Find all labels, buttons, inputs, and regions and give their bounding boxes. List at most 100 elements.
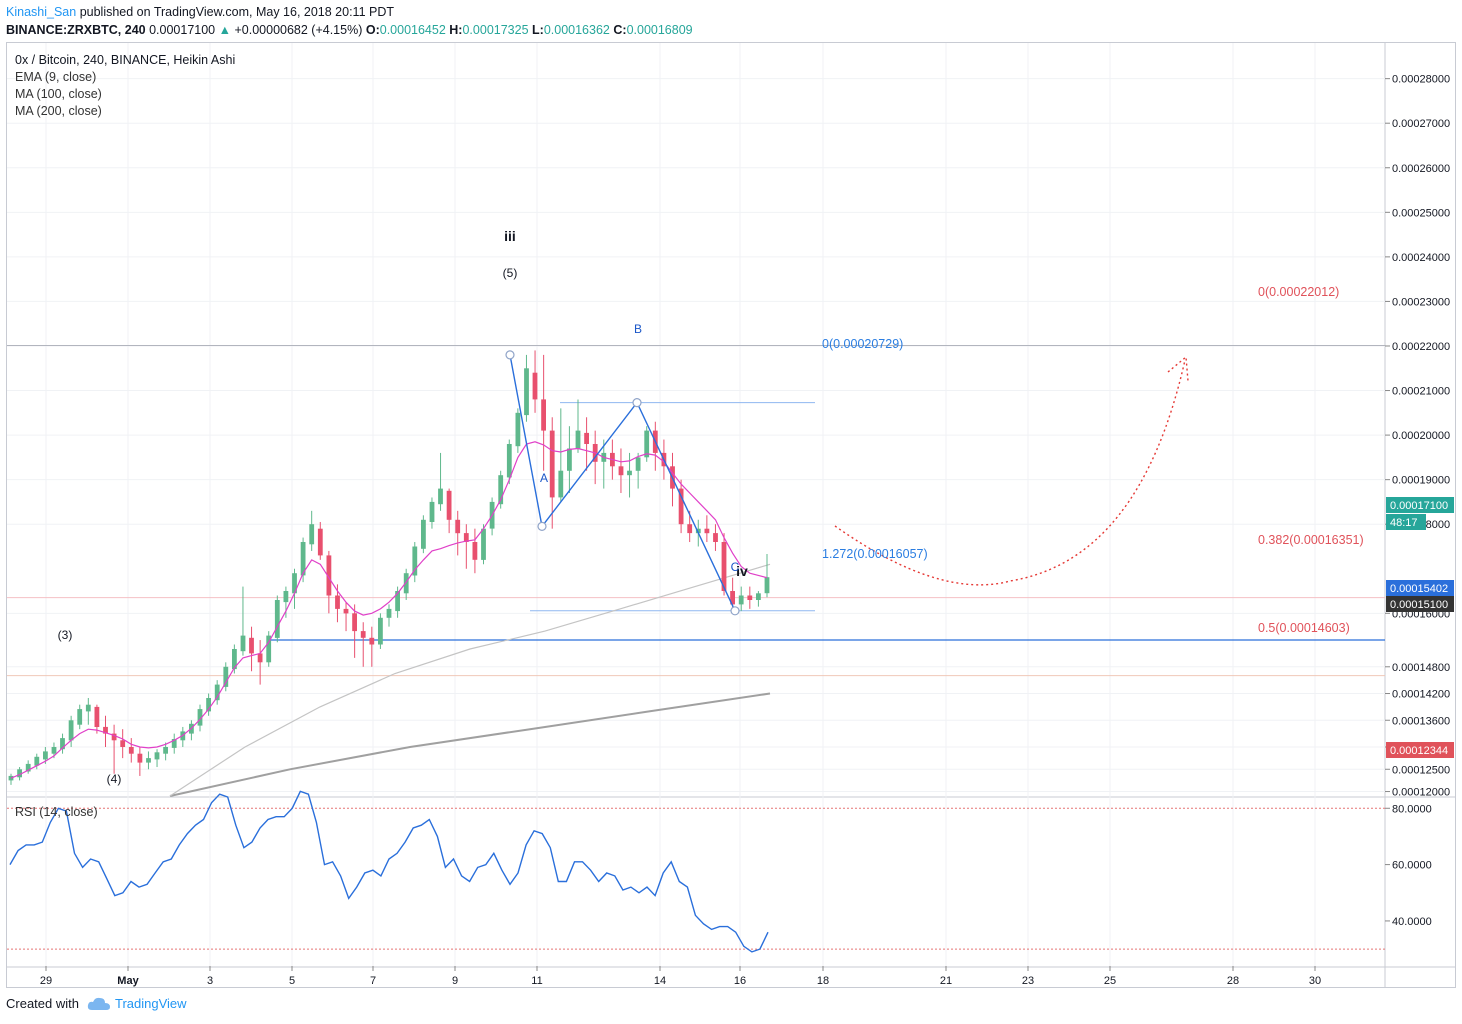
fib-level-label: 0(0.00022012) bbox=[1258, 285, 1339, 299]
candle-up bbox=[695, 528, 701, 534]
rsi-line bbox=[9, 790, 769, 953]
projection-path bbox=[834, 359, 1186, 586]
candle-up bbox=[266, 635, 272, 663]
candle-down bbox=[317, 528, 323, 556]
candle-down bbox=[257, 653, 263, 663]
candle-up bbox=[85, 704, 91, 712]
ma200-legend[interactable]: MA (200, close) bbox=[15, 104, 102, 118]
symbol-info-bar: BINANCE:ZRXBTC, 240 0.00017100 ▲ +0.0000… bbox=[6, 21, 693, 39]
ma100-legend[interactable]: MA (100, close) bbox=[15, 87, 102, 101]
candle-down bbox=[687, 524, 693, 534]
open-label: O: bbox=[365, 23, 380, 37]
candle-down bbox=[730, 591, 735, 605]
y-tick-label: 0.00012500 bbox=[1392, 764, 1450, 776]
tradingview-link[interactable]: TradingView bbox=[87, 996, 187, 1011]
candle-up bbox=[764, 577, 770, 594]
candle-up bbox=[438, 488, 443, 505]
ma100-line bbox=[169, 563, 771, 797]
wave-label: iii bbox=[504, 228, 516, 244]
candle-down bbox=[446, 490, 452, 520]
candle-down bbox=[721, 542, 727, 591]
x-tick-label: 3 bbox=[207, 975, 213, 987]
x-tick-label: 9 bbox=[452, 975, 458, 987]
pattern-point bbox=[505, 350, 515, 360]
candle-down bbox=[103, 726, 108, 734]
y-tick-label: 0.00014800 bbox=[1392, 662, 1450, 674]
x-tick-label: 14 bbox=[654, 975, 666, 987]
ema-legend[interactable]: EMA (9, close) bbox=[15, 70, 97, 84]
price-tag-label: 0.00015100 bbox=[1390, 599, 1448, 611]
candle-down bbox=[120, 740, 126, 747]
pattern-point bbox=[632, 398, 642, 408]
tradingview-label: TradingView bbox=[114, 996, 187, 1011]
pattern-point bbox=[537, 521, 547, 532]
candle-up bbox=[378, 617, 383, 645]
candle-up bbox=[738, 595, 744, 605]
wave-label: (5) bbox=[503, 266, 518, 280]
candle-down bbox=[463, 533, 469, 542]
x-tick-label: 5 bbox=[289, 975, 295, 987]
candle-up bbox=[524, 368, 529, 416]
high-value: 0.00017325 bbox=[462, 23, 529, 37]
abc-fib-label: 1.272(0.00016057) bbox=[822, 547, 928, 561]
x-tick-label: May bbox=[117, 975, 139, 987]
author-link[interactable]: Kinashi_San bbox=[6, 5, 77, 19]
candle-down bbox=[704, 528, 710, 534]
candle-up bbox=[34, 756, 40, 766]
candle-down bbox=[584, 432, 589, 444]
x-tick-label: 7 bbox=[370, 975, 376, 987]
abc-label: C bbox=[731, 560, 740, 574]
price-tag-label: 0.00012344 bbox=[1390, 745, 1448, 757]
symbol-label: BINANCE:ZRXBTC, 240 bbox=[6, 23, 146, 37]
candle-up bbox=[60, 738, 65, 750]
pattern-point bbox=[730, 606, 740, 616]
candle-down bbox=[678, 488, 684, 525]
x-tick-label: 30 bbox=[1309, 975, 1321, 987]
candle-down bbox=[472, 542, 478, 560]
candle-down bbox=[541, 399, 546, 431]
x-tick-label: 23 bbox=[1022, 975, 1034, 987]
candle-up bbox=[412, 546, 418, 576]
candle-down bbox=[137, 753, 143, 763]
candle-up bbox=[575, 430, 581, 449]
candle-up bbox=[567, 448, 572, 471]
candle-up bbox=[171, 739, 177, 748]
y-tick-label: 0.00020000 bbox=[1392, 430, 1450, 442]
fib-level-label: 0.5(0.00014603) bbox=[1258, 621, 1350, 635]
y-tick-label: 0.00027000 bbox=[1392, 118, 1450, 130]
cloud-icon bbox=[87, 997, 110, 1010]
rsi-tick-label: 80.0000 bbox=[1392, 803, 1432, 815]
candle-up bbox=[214, 684, 220, 701]
wave-label: iv bbox=[736, 563, 748, 579]
rsi-legend[interactable]: RSI (14, close) bbox=[15, 805, 98, 819]
candle-up bbox=[386, 608, 392, 618]
price-tag-label: 0.00015402 bbox=[1390, 583, 1448, 595]
rsi-tick-label: 40.0000 bbox=[1392, 916, 1432, 928]
candle-up bbox=[283, 591, 289, 603]
candle-down bbox=[532, 372, 538, 400]
publish-header: Kinashi_San published on TradingView.com… bbox=[6, 3, 394, 21]
candle-up bbox=[51, 747, 57, 754]
candle-up bbox=[292, 573, 297, 594]
fib-level-label: 0.382(0.00016351) bbox=[1258, 533, 1364, 547]
candle-up bbox=[25, 763, 31, 772]
candle-down bbox=[618, 466, 624, 476]
abc-label: A bbox=[540, 471, 548, 485]
y-tick-label: 0.00019000 bbox=[1392, 475, 1450, 487]
candle-up bbox=[206, 698, 211, 712]
candle-up bbox=[68, 720, 74, 741]
candle-down bbox=[128, 747, 134, 754]
price-tag-bg bbox=[1386, 742, 1454, 758]
close-label: C: bbox=[613, 23, 627, 37]
x-tick-label: 11 bbox=[531, 975, 542, 987]
candle-up bbox=[635, 457, 641, 471]
ma200-line bbox=[169, 692, 771, 797]
x-tick-label: 21 bbox=[940, 975, 952, 987]
footer: Created with TradingView bbox=[6, 996, 187, 1011]
y-tick-label: 0.00013600 bbox=[1392, 715, 1450, 727]
candle-down bbox=[326, 555, 332, 596]
low-label: L: bbox=[532, 23, 544, 37]
candle-down bbox=[455, 519, 461, 534]
open-value: 0.00016452 bbox=[379, 23, 446, 37]
